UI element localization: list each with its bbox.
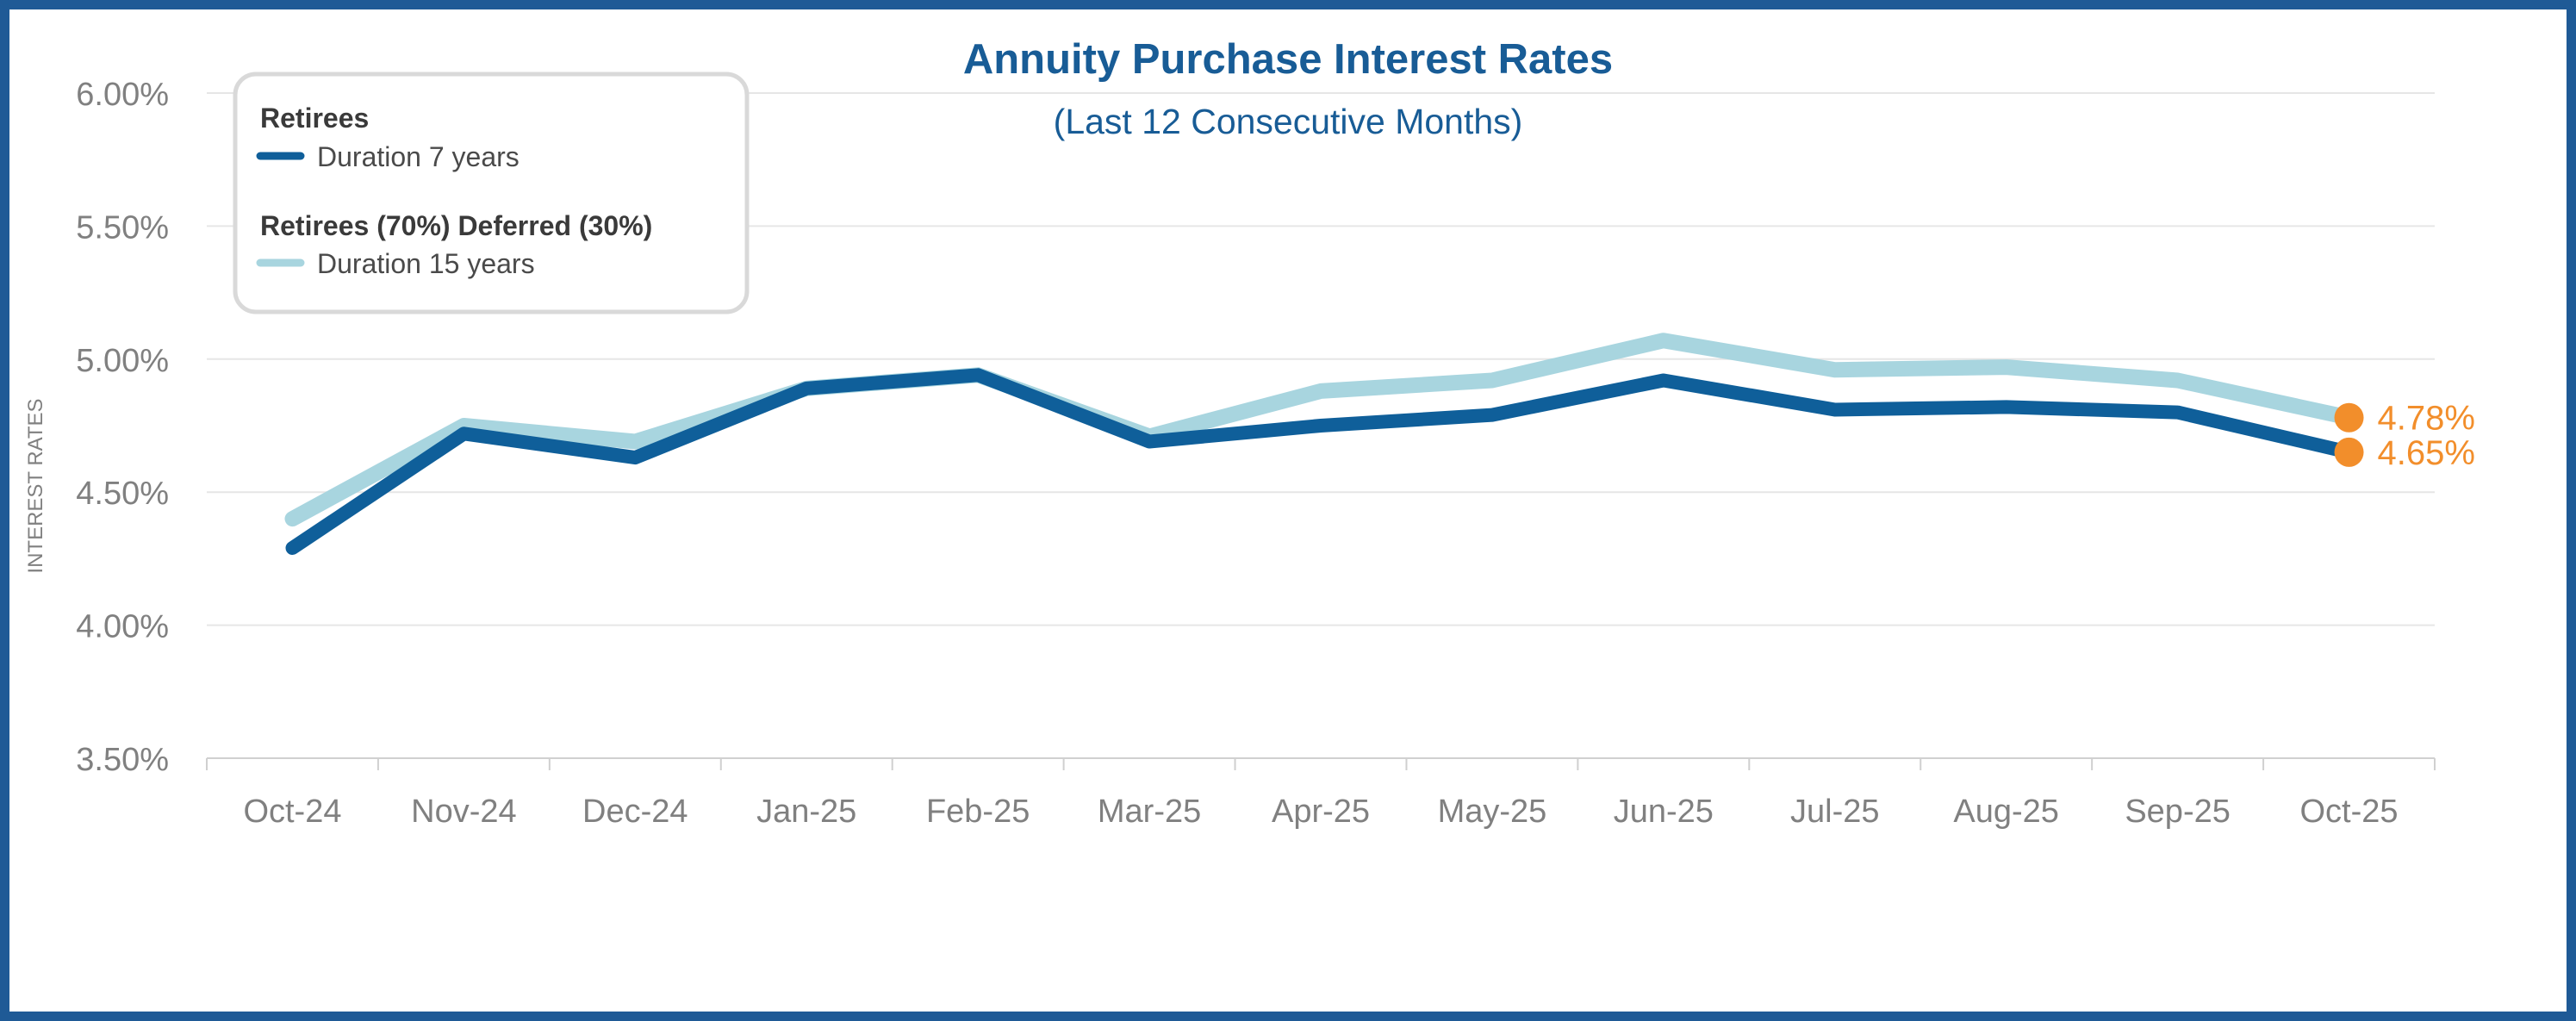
x-axis: Oct-24 Nov-24 Dec-24 Jan-25 Feb-25 Mar-25 Apr-…	[206, 757, 2436, 830]
end-marker-0	[2334, 402, 2364, 433]
end-value-label-1: 4.65%	[2378, 434, 2475, 472]
y-tick-label: 5.50%	[76, 209, 169, 246]
legend: Retirees Duration 7 years Retirees (70%)…	[233, 72, 750, 314]
legend-series-0-name: Retirees (70%) Deferred (30%)	[260, 210, 652, 241]
y-tick-label: 4.00%	[76, 609, 169, 645]
x-tick-label: May-25	[1438, 794, 1547, 830]
y-tick-label: 4.50%	[76, 476, 169, 512]
x-tick-label: Jun-25	[1614, 794, 1714, 830]
x-tick-label: Sep-25	[2125, 794, 2231, 830]
end-value-label-0: 4.78%	[2378, 400, 2475, 438]
y-tick-label: 5.00%	[76, 343, 169, 379]
end-markers: 4.78%4.65%	[2334, 400, 2475, 472]
x-tick-label: Oct-24	[243, 794, 341, 830]
y-axis: 3.50% 4.00% 4.50% 5.00% 5.50% 6.00%	[76, 77, 169, 778]
series-line-1	[285, 368, 2356, 555]
legend-series-1-label: Duration 7 years	[317, 141, 520, 172]
series-line-0	[284, 333, 2357, 527]
x-tick-label: Nov-24	[411, 794, 517, 830]
legend-series-1-name: Retirees	[260, 103, 369, 134]
chart-subtitle: (Last 12 Consecutive Months)	[1054, 102, 1523, 141]
y-tick-label: 6.00%	[76, 77, 169, 113]
chart-title: Annuity Purchase Interest Rates	[963, 36, 1613, 83]
x-tick-label: Oct-25	[2300, 794, 2399, 830]
y-axis-label: INTEREST RATES	[24, 398, 47, 573]
x-tick-label: Apr-25	[1272, 794, 1370, 830]
x-tick-label: Dec-24	[582, 794, 688, 830]
x-tick-label: Aug-25	[1953, 794, 2059, 830]
series	[284, 333, 2357, 555]
legend-series-0-label: Duration 15 years	[317, 248, 535, 279]
x-tick-label: Mar-25	[1098, 794, 1201, 830]
y-tick-label: 3.50%	[76, 742, 169, 778]
x-tick-label: Jan-25	[756, 794, 856, 830]
legend-box	[233, 72, 750, 314]
x-tick-label: Feb-25	[926, 794, 1030, 830]
x-tick-label: Jul-25	[1790, 794, 1880, 830]
end-marker-1	[2334, 437, 2364, 467]
